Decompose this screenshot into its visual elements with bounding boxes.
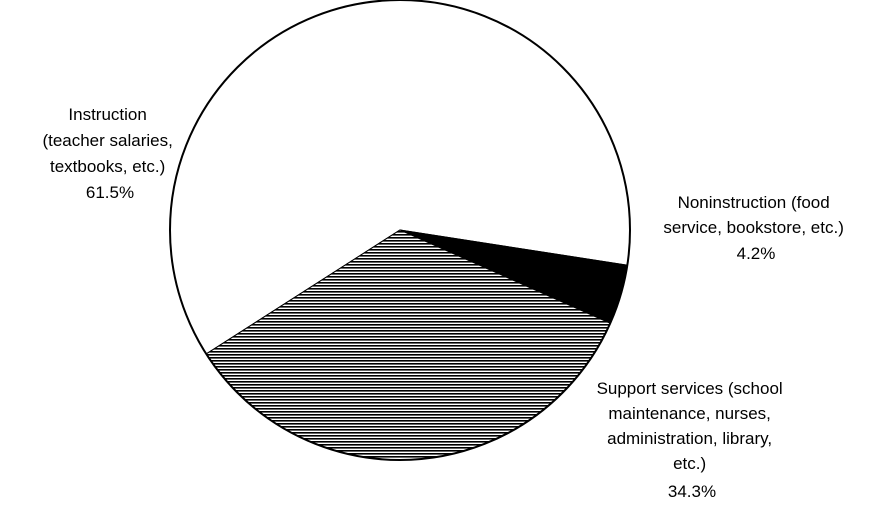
slice-label-support-services: Support services (school maintenance, nu… xyxy=(597,379,788,501)
slice-label-instruction: Instruction (teacher salaries, textbooks… xyxy=(42,105,177,202)
pie-outline xyxy=(169,0,631,461)
pie-slices xyxy=(169,0,631,461)
slice-label-noninstruction: Noninstruction (food service, bookstore,… xyxy=(663,193,848,263)
